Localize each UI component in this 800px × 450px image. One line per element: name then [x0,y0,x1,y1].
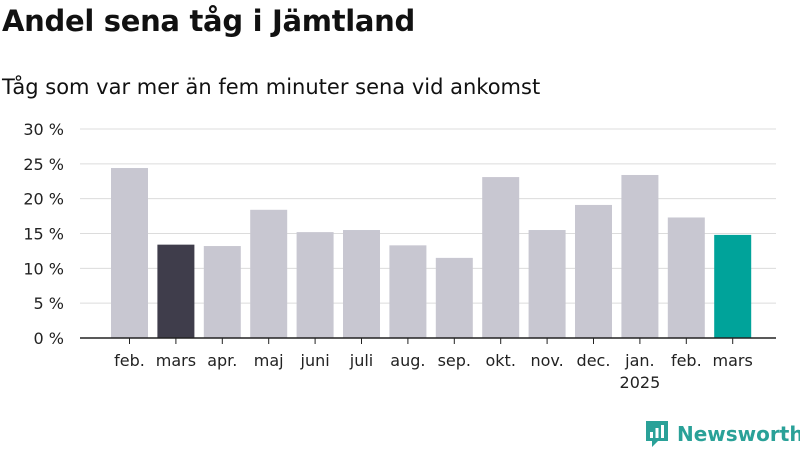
x-tick-label: sep. [438,351,471,370]
bar [250,209,288,338]
bar [296,232,334,338]
bar [111,168,148,338]
chart-subtitle: Tåg som var mer än fem minuter sena vid … [2,75,541,99]
y-tick-label: 0 % [34,329,64,348]
x-tick-label: dec. [577,351,611,370]
x-tick-label: feb. [114,351,145,370]
newsworthy-logo-text: Newsworthy [677,422,800,446]
bar [714,234,752,338]
bar [343,230,380,338]
x-tick-label: okt. [485,351,515,370]
bar [157,244,195,338]
bar [621,174,659,338]
newsworthy-logo: Newsworthy [644,419,800,449]
bar [528,230,566,338]
x-tick-label: juni [300,351,330,370]
x-tick-label: mars [713,351,753,370]
y-tick-label: 25 % [23,155,64,174]
y-tick-label: 20 % [23,190,64,209]
bar [667,217,705,338]
bar [575,204,612,338]
chart-title: Andel sena tåg i Jämtland [2,4,415,38]
bar [389,245,427,338]
x-tick-label: nov. [530,351,563,370]
y-tick-label: 15 % [23,225,64,244]
bar [203,246,241,338]
x-tick-label: maj [254,351,284,370]
x-tick-label: jan. [624,351,654,370]
x-tick-label: apr. [207,351,237,370]
bar [435,257,473,338]
x-tick-label: juli [349,351,373,370]
y-tick-label: 5 % [34,294,64,313]
y-tick-label: 10 % [23,259,64,278]
y-tick-label: 30 % [23,120,64,139]
x-tick-year-label: 2025 [620,373,661,392]
bar [482,177,520,338]
newsworthy-chat-bars-icon [646,421,668,447]
x-tick-label: feb. [671,351,702,370]
x-tick-label: aug. [390,351,425,370]
x-tick-label: mars [156,351,196,370]
